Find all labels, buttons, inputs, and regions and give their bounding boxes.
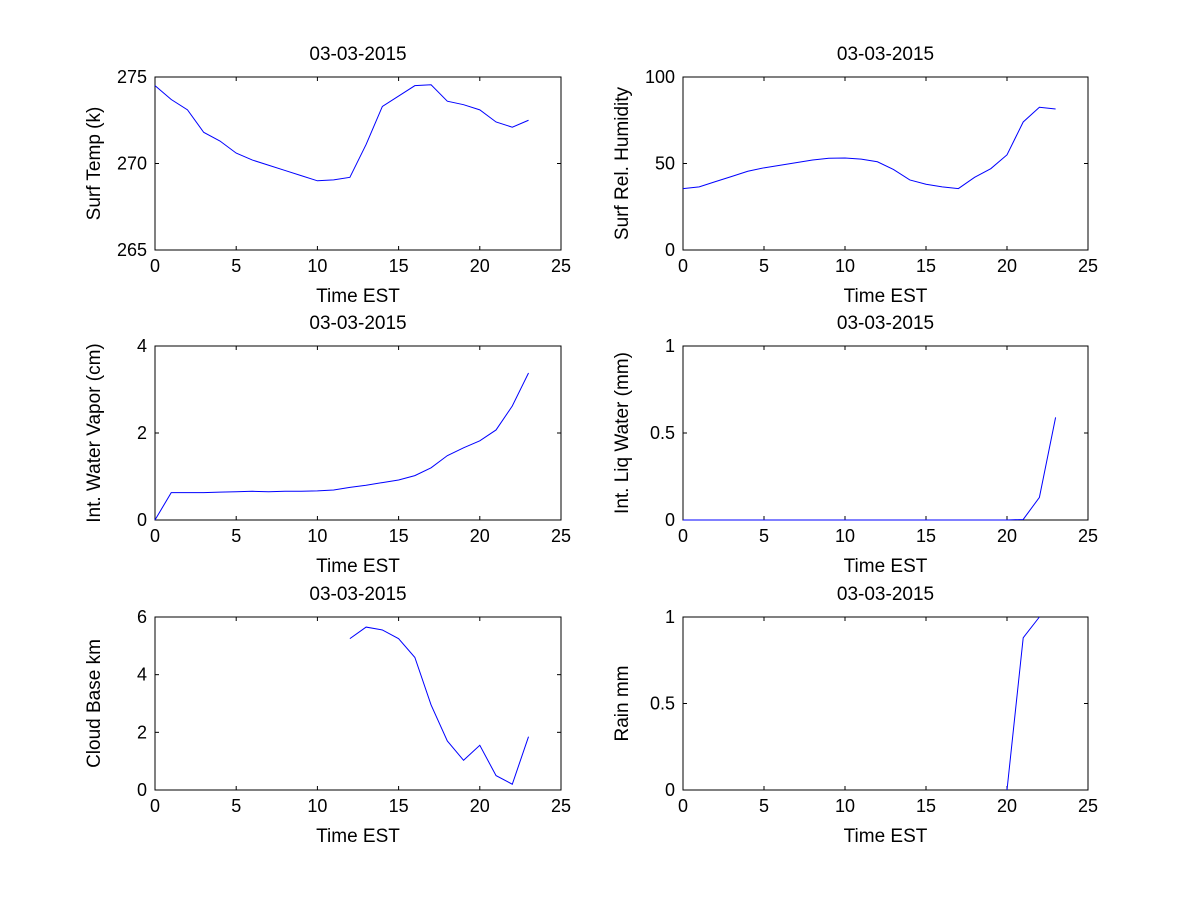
x-tick-label: 10 — [835, 526, 855, 546]
x-tick-label: 25 — [1078, 526, 1098, 546]
x-tick-label: 15 — [916, 256, 936, 276]
y-axis-label: Int. Water Vapor (cm) — [84, 343, 105, 522]
x-tick-label: 10 — [307, 796, 327, 816]
chart-title: 03-03-2015 — [309, 584, 406, 605]
chart-title: 03-03-2015 — [837, 44, 934, 65]
y-tick-label: 100 — [645, 67, 675, 87]
series-line — [683, 417, 1057, 521]
x-tick-label: 5 — [231, 796, 241, 816]
x-tick-label: 10 — [307, 256, 327, 276]
y-tick-label: 0 — [665, 780, 675, 800]
y-tick-label: 275 — [117, 67, 147, 87]
y-axis-label: Int. Liq Water (mm) — [612, 352, 633, 514]
subplot-1: 0 5 10 15 20 25 265 270 275 03-03-2015 Time EST Sur… — [84, 44, 571, 307]
x-tick-label: 0 — [678, 256, 688, 276]
x-tick-label: 25 — [551, 526, 571, 546]
x-tick-label: 20 — [997, 526, 1017, 546]
axes-frame — [682, 76, 1089, 251]
series-line — [682, 106, 1056, 190]
x-tick-label: 25 — [1078, 796, 1098, 816]
x-tick-label: 5 — [759, 796, 769, 816]
x-tick-label: 20 — [470, 796, 490, 816]
x-axis-label: Time EST — [316, 556, 400, 577]
x-tick-label: 20 — [470, 256, 490, 276]
x-axis-label: Time EST — [844, 556, 928, 577]
x-tick-label: 10 — [835, 796, 855, 816]
y-tick-label: 0 — [665, 510, 675, 530]
x-tick-label: 5 — [231, 256, 241, 276]
chart-title: 03-03-2015 — [837, 584, 934, 605]
x-tick-label: 15 — [389, 256, 409, 276]
x-axis-label: Time EST — [316, 286, 400, 307]
y-tick-label: 0 — [665, 240, 675, 260]
x-tick-label: 0 — [150, 256, 160, 276]
x-tick-label: 15 — [389, 526, 409, 546]
axes-frame — [154, 76, 562, 251]
subplot-2: 0 5 10 15 20 25 0 50 100 03-03-2015 Time EST Surf R… — [612, 44, 1098, 307]
x-tick-label: 25 — [551, 796, 571, 816]
x-tick-label: 25 — [1078, 256, 1098, 276]
y-axis-label: Surf Temp (k) — [84, 107, 105, 221]
x-axis-label: Time EST — [844, 826, 928, 847]
x-tick-label: 15 — [916, 526, 936, 546]
x-tick-label: 5 — [231, 526, 241, 546]
x-tick-label: 0 — [678, 796, 688, 816]
chart-title: 03-03-2015 — [837, 313, 934, 334]
series-line — [349, 626, 529, 785]
x-tick-label: 0 — [678, 526, 688, 546]
series-line — [1006, 616, 1040, 791]
y-tick-label: 265 — [117, 240, 147, 260]
x-tick-label: 20 — [470, 526, 490, 546]
x-axis-label: Time EST — [844, 286, 928, 307]
axes-frame — [154, 345, 562, 521]
subplot-5: 0 5 10 15 20 25 0 2 4 6 03-03-2015 Time EST Cloud Ba… — [84, 584, 571, 847]
x-tick-label: 25 — [551, 256, 571, 276]
x-tick-label: 5 — [759, 526, 769, 546]
axes-frame — [154, 616, 562, 791]
series-line — [154, 372, 529, 521]
x-tick-label: 20 — [997, 256, 1017, 276]
subplot-6: 0 5 10 15 20 25 0 0.5 1 03-03-2015 Time EST Rain mm — [612, 584, 1098, 847]
y-tick-label: 6 — [137, 607, 147, 627]
x-tick-label: 5 — [759, 256, 769, 276]
y-axis-label: Cloud Base km — [84, 639, 105, 768]
x-tick-label: 15 — [916, 796, 936, 816]
y-axis-label: Surf Rel. Humidity — [612, 86, 633, 240]
y-tick-label: 0.5 — [650, 423, 675, 443]
y-tick-label: 0 — [137, 780, 147, 800]
axes-frame — [682, 616, 1089, 791]
y-tick-label: 0.5 — [650, 694, 675, 714]
x-tick-label: 15 — [389, 796, 409, 816]
y-tick-label: 4 — [137, 665, 147, 685]
x-axis-label: Time EST — [316, 826, 400, 847]
subplot-4: 0 5 10 15 20 25 0 0.5 1 03-03-2015 Time EST Int. Li… — [612, 313, 1098, 577]
y-tick-label: 50 — [655, 154, 675, 174]
y-axis-label: Rain mm — [612, 665, 633, 741]
x-tick-label: 0 — [150, 796, 160, 816]
y-tick-label: 4 — [137, 336, 147, 356]
x-tick-label: 20 — [997, 796, 1017, 816]
y-tick-label: 270 — [117, 154, 147, 174]
y-tick-label: 0 — [137, 510, 147, 530]
y-tick-label: 1 — [665, 607, 675, 627]
series-line — [154, 84, 529, 182]
y-tick-label: 1 — [665, 336, 675, 356]
y-tick-label: 2 — [137, 423, 147, 443]
subplot-3: 0 5 10 15 20 25 0 2 4 03-03-2015 Time EST Int. Wate… — [84, 313, 571, 577]
x-tick-label: 10 — [835, 256, 855, 276]
chart-title: 03-03-2015 — [309, 44, 406, 65]
x-tick-label: 0 — [150, 526, 160, 546]
y-tick-label: 2 — [137, 722, 147, 742]
x-tick-label: 10 — [307, 526, 327, 546]
axes-frame — [682, 345, 1089, 521]
chart-title: 03-03-2015 — [309, 313, 406, 334]
